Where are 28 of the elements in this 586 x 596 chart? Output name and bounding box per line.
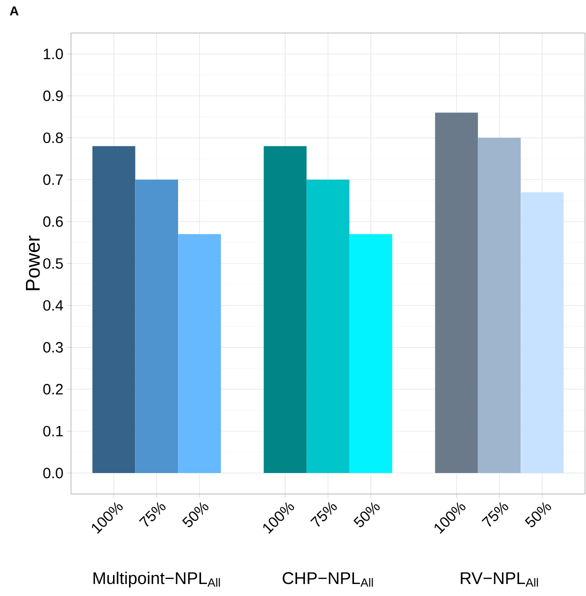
y-tick-label: 0.9 xyxy=(43,90,63,102)
text: CHP−NPL$_{All}$ xyxy=(282,572,373,587)
bar xyxy=(264,146,307,474)
y-tick-label: 0.3 xyxy=(43,342,63,353)
y-tick-label: 0.4 xyxy=(43,300,64,311)
y-tick-label: 0.7 xyxy=(43,174,63,185)
y-tick-label: 0.0 xyxy=(43,468,63,478)
x-tick-label: 75% xyxy=(482,502,508,527)
text: Multipoint−NPL$_{All}$ xyxy=(94,572,220,588)
x-tick-label: 75% xyxy=(310,502,337,527)
x-tick-label: 75% xyxy=(138,502,166,527)
bar xyxy=(520,192,564,474)
chart-title: A xyxy=(10,6,19,16)
bar xyxy=(435,112,478,474)
bar xyxy=(135,180,178,474)
bar xyxy=(92,146,136,474)
y-tick-label: 0.1 xyxy=(43,426,63,436)
bar xyxy=(178,234,221,474)
y-tick-label: 0.2 xyxy=(43,384,63,395)
y-tick-label: 0.6 xyxy=(43,216,63,227)
y-tick-label: 1.0 xyxy=(44,48,63,60)
bar xyxy=(306,180,350,474)
y-tick-label: 0.8 xyxy=(43,132,63,144)
bar xyxy=(349,234,392,474)
text: RV−NPL$_{All}$ xyxy=(460,572,538,587)
y-axis-title: Power xyxy=(26,236,40,290)
bar xyxy=(478,138,521,474)
y-tick-label: 0.5 xyxy=(43,258,63,269)
